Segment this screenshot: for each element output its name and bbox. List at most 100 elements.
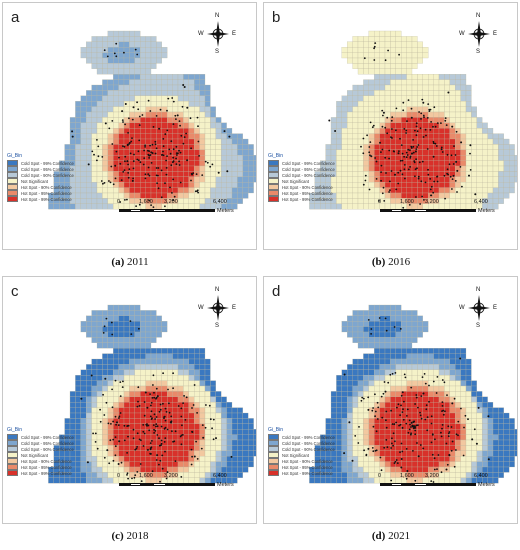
grid-cell — [237, 461, 243, 468]
grid-cell — [253, 450, 256, 457]
grid-cell — [242, 418, 249, 424]
sample-point — [211, 163, 214, 166]
grid-cell — [96, 117, 103, 123]
sample-point — [121, 119, 124, 121]
sample-point — [156, 395, 159, 398]
grid-cell — [465, 385, 472, 392]
grid-cell — [492, 439, 499, 446]
grid-cell — [102, 434, 108, 441]
panel-caption: (c) 2018 — [111, 530, 149, 542]
sample-point — [121, 110, 124, 113]
sample-point — [114, 177, 117, 180]
sample-point — [367, 408, 370, 411]
grid-cell — [167, 165, 173, 172]
grid-cell — [471, 402, 477, 408]
sample-point — [393, 326, 396, 328]
grid-cell — [417, 348, 423, 354]
grid-cell — [210, 133, 216, 140]
grid-cell — [113, 391, 119, 397]
grid-cell — [438, 412, 445, 419]
grid-cell — [107, 466, 114, 473]
grid-cell — [465, 429, 472, 435]
grid-cell — [172, 396, 179, 403]
grid-cell — [145, 358, 152, 365]
grid-cell — [107, 203, 114, 210]
sample-point — [468, 174, 470, 177]
grid-cell — [248, 182, 254, 188]
sample-point — [131, 477, 133, 480]
grid-cell — [471, 385, 477, 392]
grid-cell — [194, 128, 200, 134]
grid-cell — [80, 133, 87, 140]
grid-cell — [140, 342, 146, 349]
grid-cell — [123, 375, 130, 381]
grid-cell — [395, 90, 402, 96]
grid-cell — [199, 176, 206, 183]
grid-cell — [428, 182, 434, 188]
sample-point — [430, 185, 433, 188]
grid-cell — [204, 95, 211, 102]
grid-cell — [96, 84, 103, 91]
sample-point — [86, 461, 89, 464]
grid-cell — [91, 182, 98, 188]
sample-point — [175, 152, 178, 155]
grid-cell — [438, 182, 445, 188]
grid-cell — [161, 380, 168, 387]
grid-cell — [188, 466, 195, 473]
grid-cell — [460, 95, 467, 102]
grid-cell — [347, 423, 353, 430]
grid-cell — [390, 84, 396, 91]
grid-cell — [363, 439, 369, 446]
sample-point — [455, 449, 457, 451]
sample-point — [386, 446, 389, 449]
sample-point — [179, 181, 182, 184]
sample-point — [154, 430, 157, 432]
grid-cell — [113, 79, 119, 86]
grid-cell — [91, 165, 98, 172]
grid-cell — [118, 133, 125, 140]
sample-point — [412, 151, 415, 154]
grid-cell — [156, 144, 162, 150]
legend-title: Gi_Bin — [268, 153, 284, 159]
grid-cell — [465, 364, 472, 370]
sample-point — [183, 86, 186, 88]
grid-cell — [406, 47, 413, 53]
sample-point — [150, 204, 153, 207]
grid-cell — [368, 90, 375, 96]
grid-cell — [395, 63, 402, 69]
sample-point — [412, 139, 414, 141]
grid-cell — [449, 423, 456, 430]
sample-point — [428, 108, 431, 111]
grid-cell — [102, 90, 108, 96]
grid-cell — [183, 353, 189, 360]
grid-cell — [411, 176, 418, 183]
sample-point — [156, 182, 159, 185]
grid-cell — [347, 182, 353, 188]
sample-point — [487, 458, 490, 461]
grid-cell — [134, 412, 141, 419]
sample-point — [443, 174, 446, 177]
sample-point — [388, 149, 391, 152]
grid-cell — [352, 36, 359, 42]
grid-cell — [471, 445, 477, 451]
grid-cell — [390, 30, 396, 37]
grid-cell — [438, 418, 445, 424]
grid-cell — [422, 90, 429, 96]
sample-point — [165, 173, 168, 176]
grid-cell — [444, 176, 450, 183]
grid-cell — [406, 128, 413, 134]
grid-cell — [134, 165, 141, 172]
grid-cell — [113, 165, 119, 172]
grid-cell — [455, 155, 461, 161]
grid-cell — [177, 144, 184, 150]
grid-cell — [401, 429, 407, 435]
sample-point — [132, 437, 135, 440]
grid-cell — [91, 57, 98, 64]
grid-cell — [476, 144, 483, 150]
grid-cell — [86, 407, 92, 414]
grid-cell — [347, 192, 353, 199]
grid-cell — [347, 429, 353, 435]
grid-cell — [428, 144, 434, 150]
sample-point — [151, 470, 154, 473]
grid-cell — [199, 122, 206, 129]
